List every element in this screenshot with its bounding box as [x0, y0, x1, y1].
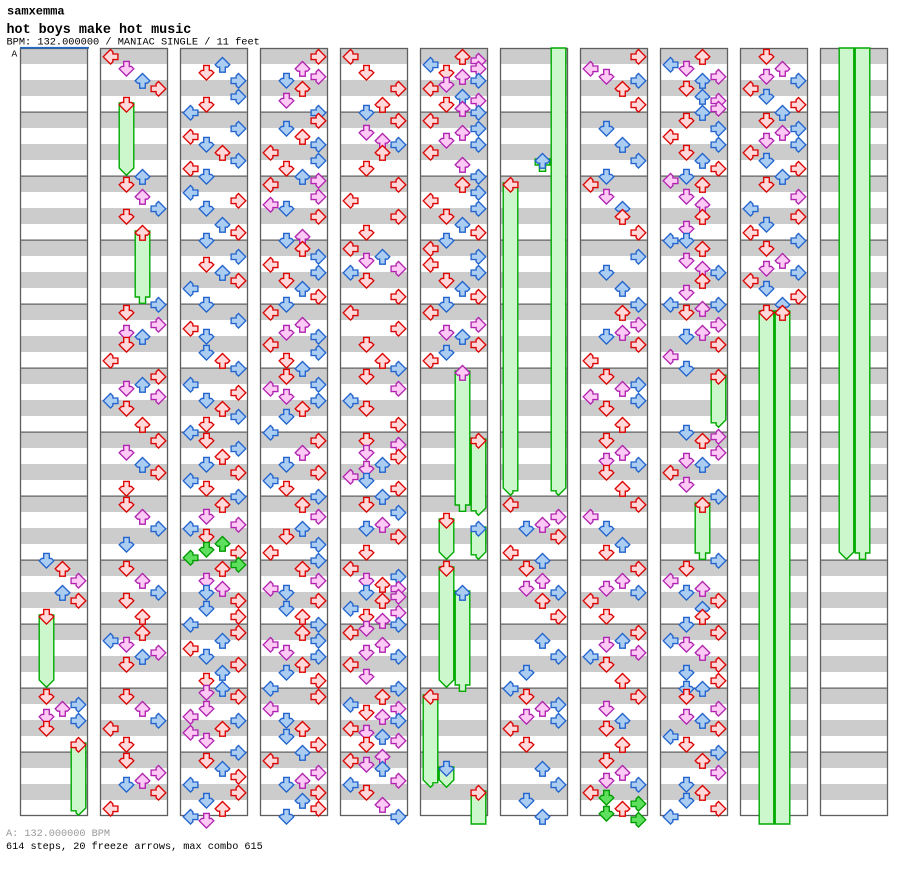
svg-text:hot boys make hot music: hot boys make hot music	[7, 23, 192, 38]
svg-text:BPM: 132.000000 / MANIAC SINGL: BPM: 132.000000 / MANIAC SINGLE / 11 fee…	[7, 37, 260, 49]
svg-text:614 steps, 20 freeze arrows, m: 614 steps, 20 freeze arrows, max combo 6…	[6, 841, 263, 853]
svg-text:A: 132.000000 BPM: A: 132.000000 BPM	[6, 829, 110, 840]
svg-text:A: A	[12, 49, 18, 60]
svg-text:samxemma: samxemma	[7, 4, 65, 18]
